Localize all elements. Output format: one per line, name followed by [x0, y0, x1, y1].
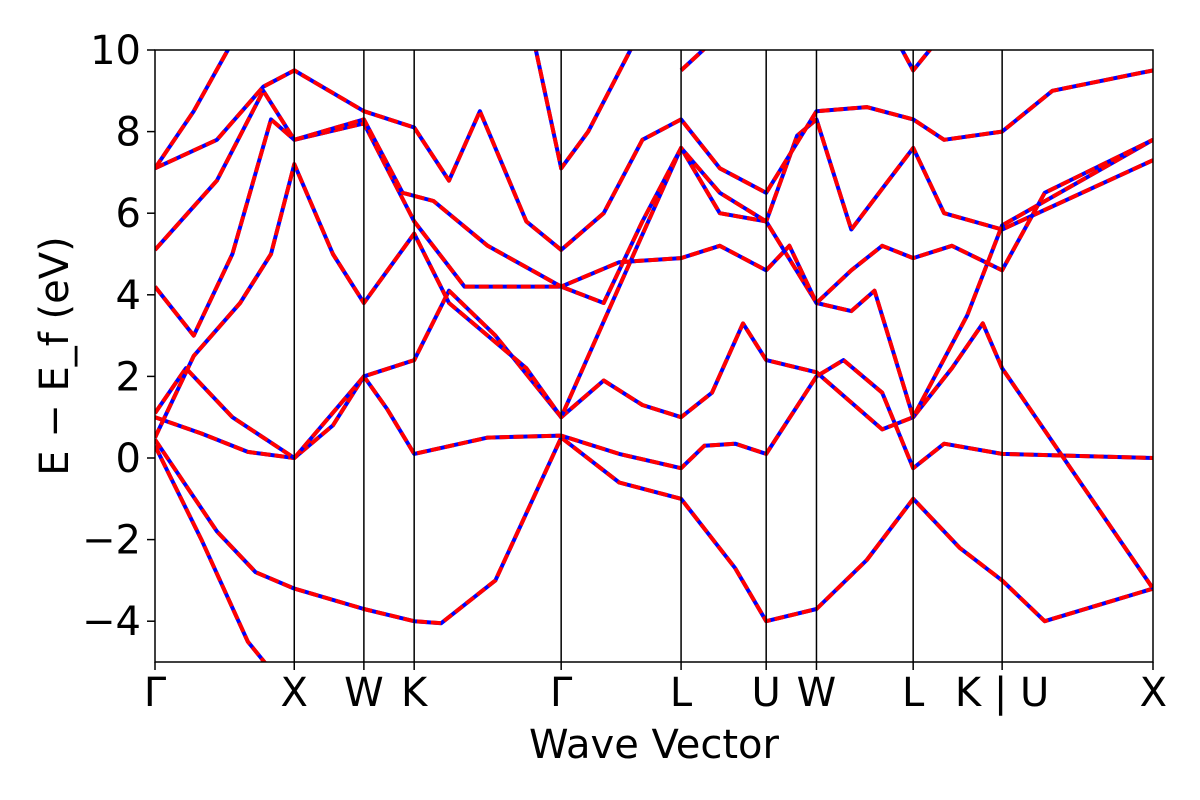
x-tick-label: U [752, 670, 781, 716]
y-tick-label: 8 [116, 110, 141, 156]
band-overlay-8 [155, 50, 231, 170]
band-overlay-4 [155, 117, 1153, 439]
band-reference-3 [155, 288, 1153, 590]
band-overlay-3 [155, 288, 1153, 590]
y-tick-label: 0 [116, 436, 141, 482]
band-overlay-10 [679, 50, 707, 72]
x-tick-label: W [797, 670, 837, 716]
band-overlay-6 [155, 88, 1153, 305]
x-axis-label: Wave Vector [529, 722, 780, 768]
x-tick-label: L [902, 670, 925, 716]
y-tick-label: 4 [116, 273, 141, 319]
kpoint-separators [293, 50, 1003, 662]
x-tick-label: L [670, 670, 693, 716]
x-tick-label: K [401, 670, 429, 716]
y-tick-label: −2 [82, 518, 141, 564]
band-lines [155, 50, 1153, 662]
x-tick-label: Γ [550, 670, 573, 716]
y-axis-ticks: −4 −2 0 2 4 6 8 10 [82, 28, 155, 645]
plot-frame [154, 49, 1154, 663]
y-tick-label: 2 [116, 354, 141, 400]
y-tick-label: 10 [90, 28, 141, 74]
band-overlay-9 [533, 50, 633, 171]
band-overlay-7 [155, 68, 1153, 252]
band-overlay-2 [155, 358, 1153, 471]
band-overlay-0 [155, 444, 267, 662]
x-tick-label: K | U [955, 670, 1049, 716]
x-tick-label: X [281, 670, 308, 716]
band-reference-1 [155, 435, 1153, 626]
x-tick-label: Γ [144, 670, 167, 716]
x-tick-label: W [344, 670, 384, 716]
x-tick-label: X [1140, 670, 1167, 716]
band-reference-4 [155, 117, 1153, 439]
y-tick-label: −4 [82, 599, 141, 645]
y-axis-label: E − E_f (eV) [32, 236, 78, 475]
band-overlay-1 [155, 435, 1153, 626]
y-tick-label: 6 [116, 191, 141, 237]
band-overlay-5 [155, 117, 1153, 420]
